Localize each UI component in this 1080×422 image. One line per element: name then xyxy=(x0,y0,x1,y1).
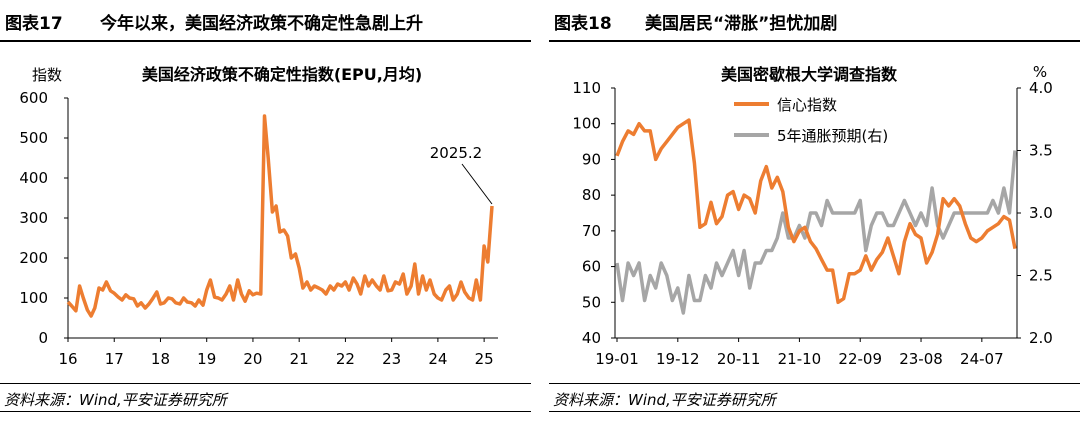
y-tick-label: 50 xyxy=(582,293,601,311)
tick-labels: 40 50 60 70 80 90 100 110 2.0 2.5 3.0 3.5 4.0 19-01 19… xyxy=(572,79,1053,368)
y-tick-label: 100 xyxy=(19,289,48,307)
footer-rule xyxy=(0,383,531,384)
x-tick-label: 23-08 xyxy=(899,350,943,368)
figure-17-heading: 今年以来，美国经济政策不确定性急剧上升 xyxy=(100,14,423,34)
y-right-tick-label: 2.0 xyxy=(1029,329,1053,347)
y-tick-label: 90 xyxy=(582,150,601,168)
michigan-chart: 美国密歇根大学调查指数 % 40 50 60 70 80 90 100 110 2.0 2.5 3.… xyxy=(572,63,1053,368)
y-tick-label: 600 xyxy=(19,89,48,107)
annotation-leader xyxy=(461,163,493,205)
legend-label-inflation: 5年通胀预期(右) xyxy=(777,127,888,145)
y-tick-label: 70 xyxy=(582,222,601,240)
x-tick-label: 21-10 xyxy=(778,350,822,368)
x-tick-label: 24-07 xyxy=(960,350,1004,368)
y-tick-label: 110 xyxy=(572,79,601,97)
figure-18-panel: 图表18 美国居民“滞胀”担忧加剧 美国密歇根大学调查指数 % 40 50 60 70… xyxy=(549,0,1080,422)
x-tick-label: 19-12 xyxy=(656,350,700,368)
header-rule xyxy=(549,40,1080,42)
header-rule xyxy=(0,40,531,42)
x-tick-label: 24 xyxy=(428,350,447,368)
y-tick-label: 80 xyxy=(582,186,601,204)
y-right-tick-label: 4.0 xyxy=(1029,79,1053,97)
y-right-tick-label: 2.5 xyxy=(1029,267,1053,285)
y-tick-label: 200 xyxy=(19,249,48,267)
y-axis-label: 指数 xyxy=(32,66,62,84)
bottom-rule xyxy=(0,411,531,412)
x-tick-label: 19 xyxy=(197,350,216,368)
axes xyxy=(64,97,498,342)
figure-18-header: 图表18 美国居民“滞胀”担忧加剧 xyxy=(549,0,1080,40)
bottom-rule xyxy=(549,411,1080,412)
x-tick-label: 25 xyxy=(475,350,494,368)
axes xyxy=(611,87,1021,342)
x-tick-label: 20 xyxy=(243,350,262,368)
legend-label-confidence: 信心指数 xyxy=(777,96,837,114)
tick-labels: 0 100 200 300 400 500 600 16 17 18 19 20 21 22 23 24 25 xyxy=(19,89,493,368)
y-right-tick-label: 3.0 xyxy=(1029,204,1053,222)
figure-18-heading: 美国居民“滞胀”担忧加剧 xyxy=(645,14,838,34)
figure-18-label: 图表18 xyxy=(554,14,612,34)
y-tick-label: 0 xyxy=(38,329,48,347)
annotation-label: 2025.2 xyxy=(430,144,483,162)
x-tick-label: 16 xyxy=(58,350,77,368)
y-tick-label: 60 xyxy=(582,258,601,276)
figure-17-label: 图表17 xyxy=(5,14,63,34)
legend: 信心指数 5年通胀预期(右) xyxy=(734,96,888,145)
x-tick-label: 23 xyxy=(382,350,401,368)
series xyxy=(615,118,1017,315)
figure-17-header: 图表17 今年以来，美国经济政策不确定性急剧上升 xyxy=(0,0,531,40)
chart-title: 美国密歇根大学调查指数 xyxy=(721,65,898,84)
y-tick-label: 400 xyxy=(19,169,48,187)
y-tick-label: 500 xyxy=(19,129,48,147)
y-tick-label: 100 xyxy=(572,115,601,133)
x-tick-label: 22 xyxy=(336,350,355,368)
x-tick-label: 22-09 xyxy=(838,350,882,368)
x-tick-label: 17 xyxy=(105,350,124,368)
y-right-tick-label: 3.5 xyxy=(1029,142,1053,160)
footer-rule xyxy=(549,383,1080,384)
chart-title: 美国经济政策不确定性指数(EPU,月均) xyxy=(142,65,422,84)
source-note: 资料来源：Wind,平安证券研究所 xyxy=(553,391,776,409)
confidence-index-line xyxy=(615,118,1017,305)
x-tick-label: 19-01 xyxy=(595,350,639,368)
x-tick-label: 21 xyxy=(290,350,309,368)
x-tick-label: 20-11 xyxy=(717,350,761,368)
source-note: 资料来源：Wind,平安证券研究所 xyxy=(4,391,227,409)
x-tick-label: 18 xyxy=(151,350,170,368)
figure-17-panel: 图表17 今年以来，美国经济政策不确定性急剧上升 美国经济政策不确定性指数(EP… xyxy=(0,0,531,422)
y-tick-label: 300 xyxy=(19,209,48,227)
inflation-expectation-line xyxy=(615,150,1017,315)
right-axis-unit: % xyxy=(1033,63,1047,81)
y-tick-label: 40 xyxy=(582,329,601,347)
epu-line xyxy=(66,114,494,318)
series xyxy=(66,114,494,318)
epu-chart: 美国经济政策不确定性指数(EPU,月均) 指数 0 100 200 300 400 500… xyxy=(19,65,498,368)
